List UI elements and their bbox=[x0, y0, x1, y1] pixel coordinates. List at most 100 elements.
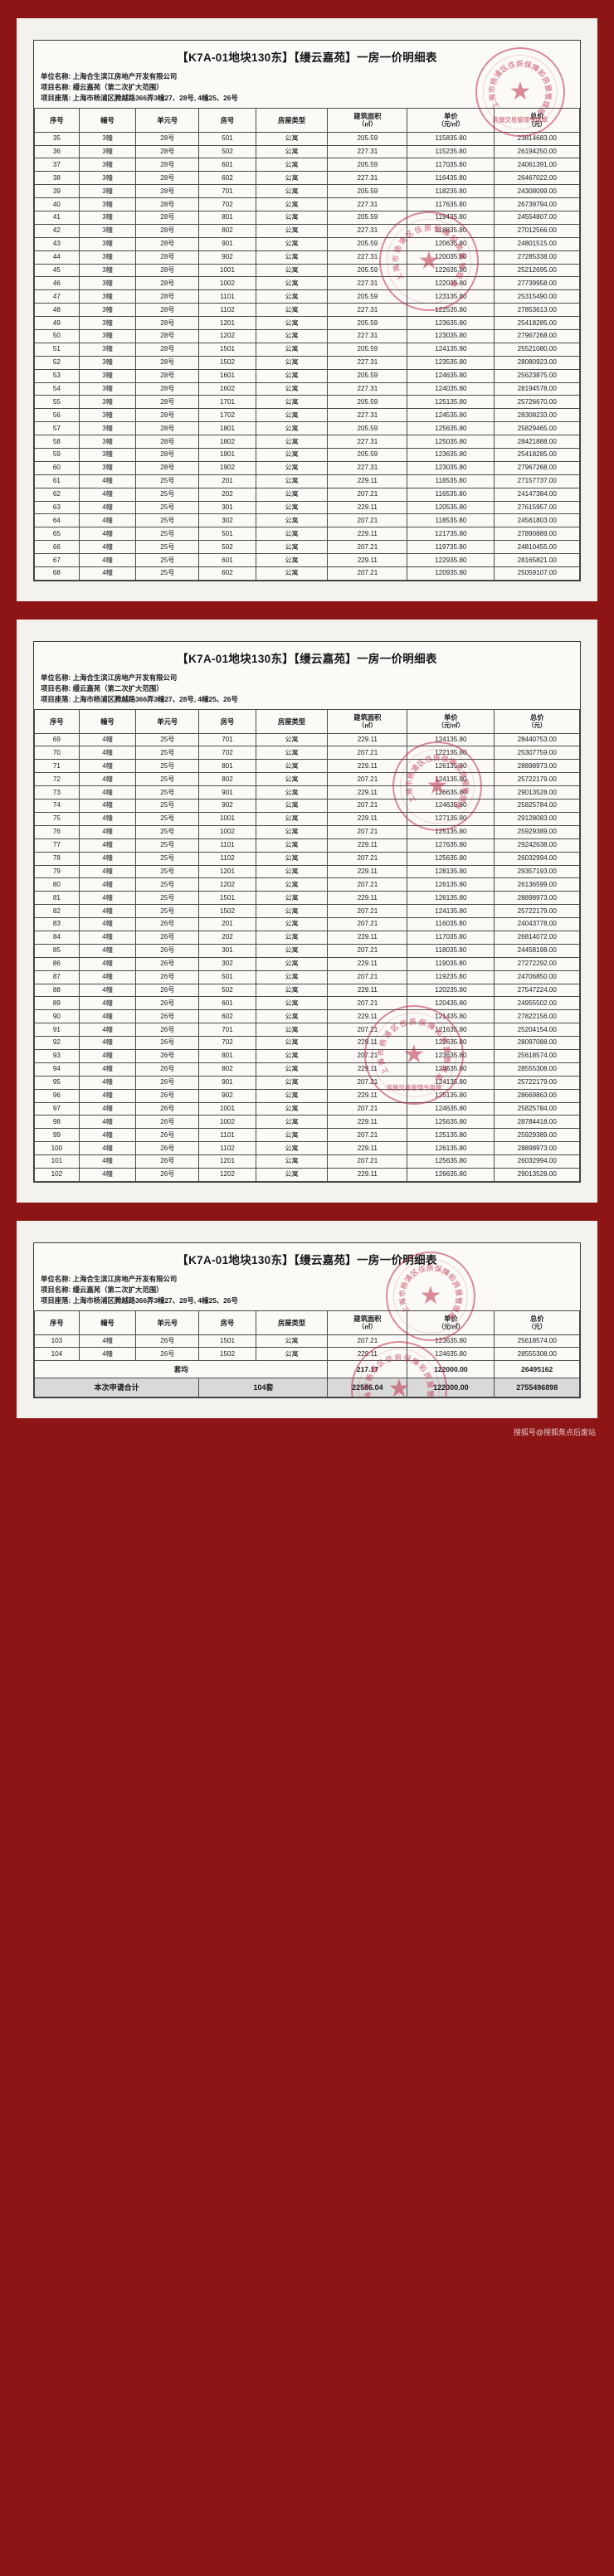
cell-index: 52 bbox=[34, 355, 80, 370]
cell-room: 501 bbox=[198, 970, 256, 984]
cell-unit-price: 124035.80 bbox=[407, 382, 495, 396]
cell-building: 3幢 bbox=[78, 171, 137, 186]
grand-area: 22586.04 bbox=[327, 1378, 408, 1398]
page-title: 【K7A-01地块130东】【缦云嘉苑】一房一价明细表 bbox=[177, 652, 437, 665]
table-header-row: 序号 幢号 单元号 房号 房屋类型 建筑面积 （㎡） 单价 （元/㎡） 总价 （元） bbox=[34, 708, 580, 734]
cell-unit: 28号 bbox=[135, 223, 200, 238]
cell-building: 3幢 bbox=[78, 276, 137, 291]
cell-house-type: 公寓 bbox=[255, 460, 329, 475]
document-meta-2: 单位名称: 上海合生滨江房地产开发有限公司 项目名称: 缦云嘉苑（第二次扩大范围… bbox=[34, 673, 580, 707]
meta-label: 项目座落: bbox=[41, 694, 71, 703]
cell-index: 60 bbox=[34, 460, 80, 475]
cell-room: 1101 bbox=[198, 1128, 256, 1143]
cell-unit-price: 124635.80 bbox=[407, 799, 495, 813]
table-row: 76 4幢 25号 1002 公寓 207.21 125135.80 25929389.00 bbox=[34, 824, 580, 839]
col-header-unit-price: 单价 （元/㎡） bbox=[407, 708, 495, 734]
cell-index: 101 bbox=[34, 1154, 80, 1169]
cell-total-price: 25929389.00 bbox=[494, 824, 580, 839]
cell-index: 99 bbox=[34, 1128, 80, 1143]
cell-unit: 26号 bbox=[135, 1036, 200, 1050]
cell-unit: 26号 bbox=[135, 1115, 200, 1130]
meta-row-project-name: 项目名称: 缦云嘉苑（第二次扩大范围） bbox=[41, 82, 573, 93]
cell-unit-price: 124135.80 bbox=[407, 732, 495, 747]
cell-building: 4幢 bbox=[78, 732, 137, 747]
cell-building: 4幢 bbox=[78, 983, 137, 998]
cell-area: 207.21 bbox=[327, 877, 408, 892]
cell-index: 82 bbox=[34, 904, 80, 919]
cell-unit: 28号 bbox=[135, 448, 200, 462]
cell-room: 1201 bbox=[198, 1154, 256, 1169]
cell-area: 229.11 bbox=[327, 1115, 408, 1130]
cell-house-type: 公寓 bbox=[255, 421, 329, 436]
cell-index: 35 bbox=[34, 131, 80, 146]
cell-room: 1002 bbox=[198, 1115, 256, 1130]
cell-house-type: 公寓 bbox=[255, 527, 329, 542]
table-row: 89 4幢 26号 601 公寓 207.21 120435.80 24955502.00 bbox=[34, 996, 580, 1011]
meta-label: 项目座落: bbox=[41, 94, 71, 103]
cell-building: 4幢 bbox=[78, 1075, 137, 1090]
cell-unit: 26号 bbox=[135, 943, 200, 958]
cell-house-type: 公寓 bbox=[255, 513, 329, 528]
table-row: 57 3幢 28号 1801 公寓 205.59 125635.80 25829465.00 bbox=[34, 421, 580, 436]
cell-unit: 26号 bbox=[135, 1154, 200, 1169]
meta-value: 上海市杨浦区腾越路366弄3幢27、28号, 4幢25、26号 bbox=[72, 1295, 238, 1305]
col-header-unit: 单元号 bbox=[135, 1310, 200, 1335]
table-row: 37 3幢 28号 601 公寓 205.59 117035.80 24061391.00 bbox=[34, 158, 580, 173]
table-row: 58 3幢 28号 1802 公寓 227.31 125035.80 28421888.00 bbox=[34, 435, 580, 450]
watermark-footer: 搜狐号@搜狐焦点后废站 bbox=[0, 1418, 614, 1450]
meta-value: 上海市杨浦区腾越路366弄3幢27、28号, 4幢25、26号 bbox=[72, 94, 238, 103]
cell-total-price: 27547224.00 bbox=[494, 983, 580, 998]
table-row: 59 3幢 28号 1901 公寓 205.59 123635.80 25418285.00 bbox=[34, 448, 580, 462]
cell-unit: 25号 bbox=[135, 474, 200, 488]
cell-unit: 25号 bbox=[135, 772, 200, 787]
cell-unit: 25号 bbox=[135, 513, 200, 528]
cell-unit-price: 123635.80 bbox=[407, 1334, 495, 1349]
cell-house-type: 公寓 bbox=[255, 236, 329, 251]
table-body-3: 103 4幢 26号 1501 公寓 207.21 123635.80 25618574.00… bbox=[34, 1334, 580, 1362]
cell-unit-price: 126135.80 bbox=[407, 877, 495, 892]
cell-area: 205.59 bbox=[327, 158, 408, 173]
cell-area: 205.59 bbox=[327, 131, 408, 146]
cell-building: 4幢 bbox=[78, 746, 137, 761]
cell-building: 4幢 bbox=[78, 877, 137, 892]
meta-label: 项目座落: bbox=[41, 1295, 71, 1305]
meta-row-project-address: 项目座落: 上海市杨浦区腾越路366弄3幢27、28号, 4幢25、26号 bbox=[41, 1295, 573, 1306]
summary-unit-price: 122000.00 bbox=[407, 1360, 495, 1379]
meta-row-project-name: 项目名称: 缦云嘉苑（第二次扩大范围） bbox=[41, 683, 573, 694]
cell-house-type: 公寓 bbox=[255, 970, 329, 984]
cell-area: 229.11 bbox=[327, 1347, 408, 1362]
table-row: 71 4幢 25号 801 公寓 229.11 126135.80 28898973.00 bbox=[34, 759, 580, 774]
cell-unit-price: 119435.80 bbox=[407, 211, 495, 225]
cell-total-price: 27967268.00 bbox=[494, 329, 580, 343]
cell-house-type: 公寓 bbox=[255, 1154, 329, 1169]
cell-house-type: 公寓 bbox=[255, 732, 329, 747]
cell-house-type: 公寓 bbox=[255, 759, 329, 774]
cell-total-price: 24561803.00 bbox=[494, 513, 580, 528]
meta-row-project-address: 项目座落: 上海市杨浦区腾越路366弄3幢27、28号, 4幢25、26号 bbox=[41, 694, 573, 705]
cell-building: 4幢 bbox=[78, 1128, 137, 1143]
cell-house-type: 公寓 bbox=[255, 487, 329, 502]
cell-total-price: 24810455.00 bbox=[494, 540, 580, 555]
cell-index: 65 bbox=[34, 527, 80, 542]
meta-label: 项目名称: bbox=[41, 83, 71, 92]
cell-unit: 28号 bbox=[135, 368, 200, 383]
cell-room: 1001 bbox=[198, 1101, 256, 1116]
cell-room: 701 bbox=[198, 184, 256, 199]
cell-house-type: 公寓 bbox=[255, 785, 329, 800]
cell-total-price: 28165821.00 bbox=[494, 553, 580, 568]
cell-unit-price: 123035.80 bbox=[407, 460, 495, 475]
cell-total-price: 29242638.00 bbox=[494, 838, 580, 853]
table-row: 44 3幢 28号 902 公寓 227.31 120035.80 27285338.00 bbox=[34, 250, 580, 265]
cell-unit-price: 127635.80 bbox=[407, 838, 495, 853]
cell-unit-price: 128135.80 bbox=[407, 864, 495, 879]
cell-house-type: 公寓 bbox=[255, 1347, 329, 1362]
meta-label: 单位名称: bbox=[41, 1274, 71, 1283]
summary-row-application-total: 本次申请合计 104套 22586.04 122000.00 275549689… bbox=[34, 1378, 580, 1398]
cell-index: 84 bbox=[34, 930, 80, 945]
cell-area: 207.21 bbox=[327, 1334, 408, 1349]
cell-unit-price: 118835.80 bbox=[407, 223, 495, 238]
cell-index: 97 bbox=[34, 1101, 80, 1116]
cell-total-price: 26032994.00 bbox=[494, 1154, 580, 1169]
cell-area: 229.11 bbox=[327, 864, 408, 879]
table-row: 84 4幢 26号 202 公寓 229.11 117035.80 26814072.00 bbox=[34, 930, 580, 945]
